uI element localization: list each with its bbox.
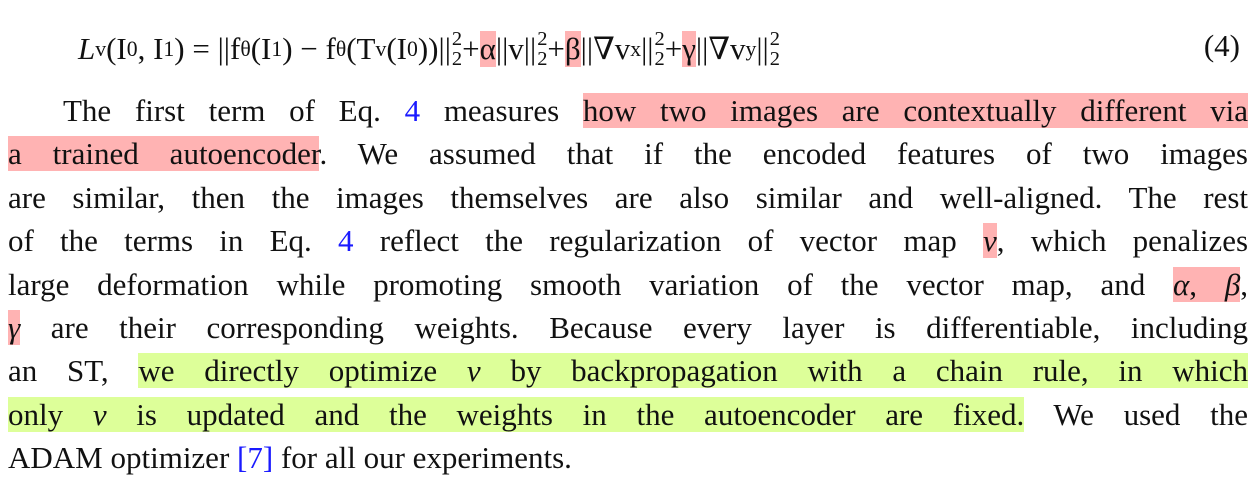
highlight-red-alpha-beta: α, β (1173, 266, 1241, 302)
eq-lhs-sub: v (95, 36, 107, 61)
text-span: of the terms in Eq. (8, 223, 312, 259)
eq-args-close: ) = ||f (174, 31, 241, 66)
text-span: measures (443, 93, 560, 128)
eq-sq: 2 (769, 27, 780, 50)
text-span: is updated and the weights in the autoen… (136, 396, 1025, 432)
eq-t1-sub: 1 (271, 36, 283, 61)
text-span: for all our experiments. (280, 440, 572, 476)
eq-term-vy: ||∇v (695, 31, 746, 66)
text-span: large deformation while promoting smooth… (8, 266, 1146, 302)
eq-gamma: γ (682, 31, 696, 67)
paragraph-line-7: an ST, we directly optimize v by backpro… (8, 349, 1249, 392)
text-span: we directly optimize (138, 353, 438, 389)
text-span: an ST, (8, 353, 109, 389)
eq-sq: 2 (654, 27, 665, 50)
eq-norm-sub: 2 (654, 48, 665, 70)
paragraph-line-1: The first term of Eq. 4 measures how two… (8, 89, 1249, 132)
comma: , (1189, 266, 1198, 302)
paragraph-line-3: are similar, then the images themselves … (8, 179, 1248, 215)
text-span: by backpropagation with a chain rule, in… (510, 353, 1249, 389)
paragraph-line-2: a trained autoencoder. We assumed that i… (8, 132, 1248, 175)
eq-beta: β (564, 31, 581, 67)
paragraph-line-9: ADAM optimizer [7] for all our experimen… (8, 436, 1248, 479)
eq-theta-2: θ (335, 36, 347, 61)
eq-t1-close: ) − f (282, 31, 336, 66)
eq-y-sub: y (745, 36, 757, 61)
eq-plus-2: + (547, 31, 565, 66)
eq-lhs: L (78, 31, 96, 66)
eq-x-sub: x (630, 36, 642, 61)
eq-term-close-1: || (641, 31, 654, 66)
highlight-green: only v is updated and the weights in the… (8, 396, 1025, 432)
eq-t2-close: ))|| (417, 31, 451, 66)
eq-args: (I (106, 31, 127, 66)
eq-plus-3: + (664, 31, 683, 66)
text-span: reflect the regularization of vector map (379, 223, 957, 259)
text-span: are their corresponding weights. Because… (50, 309, 1248, 345)
eq-t2-open: (T (346, 31, 376, 66)
eq-sq: 2 (537, 27, 548, 50)
text-span: . We assumed that if the encoded feature… (319, 136, 1248, 172)
eq-t2-sub: 0 (407, 36, 418, 61)
highlight-red-gamma: γ (8, 309, 21, 345)
eq-plus-1: + (462, 31, 480, 66)
v-symbol: v (92, 396, 107, 432)
text-span: We used the (1053, 396, 1248, 432)
paragraph-line-5: large deformation while promoting smooth… (8, 263, 1248, 306)
paragraph-line-8: only v is updated and the weights in the… (8, 393, 1248, 436)
eq-norm-sub: 2 (537, 48, 548, 70)
eq-sq: 2 (451, 27, 463, 50)
highlight-red-v: v (982, 223, 997, 259)
beta-symbol: β (1224, 266, 1241, 302)
highlight-red: a trained autoencoder (8, 136, 320, 172)
highlight-red: how two images are contextually differen… (582, 93, 1249, 128)
eq-term-vx: ||∇v (580, 31, 631, 66)
eq-args-mid: , I (137, 31, 164, 66)
eq-arg0-sub: 0 (126, 36, 138, 61)
citation-link[interactable]: [7] (237, 440, 274, 476)
eq-t1-open: (I (250, 31, 272, 66)
comma: , (1240, 266, 1249, 302)
paragraph-line-4: of the terms in Eq. 4 reflect the regula… (8, 219, 1248, 262)
eq-alpha: α (479, 31, 496, 67)
eq-term-v: ||v|| (495, 31, 537, 66)
highlight-green: we directly optimize v by backpropagatio… (138, 353, 1249, 389)
equation-ref-link[interactable]: 4 (404, 93, 421, 128)
text-span: ADAM optimizer (8, 440, 230, 476)
eq-arg1-sub: 1 (163, 36, 175, 61)
equation-number: (4) (1203, 28, 1240, 63)
eq-term-close-2: || (756, 31, 769, 66)
equation-ref-link[interactable]: 4 (338, 223, 354, 259)
paragraph-line-6: γ are their corresponding weights. Becau… (8, 306, 1248, 349)
eq-t2-inner: (I (386, 31, 407, 66)
v-symbol: v (466, 353, 481, 389)
alpha-symbol: α (1173, 266, 1190, 302)
eq-norm-sub: 2 (451, 48, 463, 70)
text-span: The first term of Eq. (63, 93, 381, 128)
text-span: , which penalizes (996, 223, 1249, 259)
eq-t2-v: v (375, 36, 387, 61)
eq-theta-1: θ (240, 36, 251, 61)
eq-norm-sub: 2 (769, 48, 780, 70)
body-paragraph: The first term of Eq. 4 measures how two… (8, 89, 1249, 480)
text-span: only (8, 396, 64, 432)
